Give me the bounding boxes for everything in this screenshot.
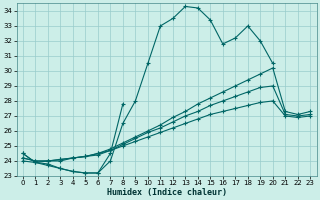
X-axis label: Humidex (Indice chaleur): Humidex (Indice chaleur) [107,188,227,197]
